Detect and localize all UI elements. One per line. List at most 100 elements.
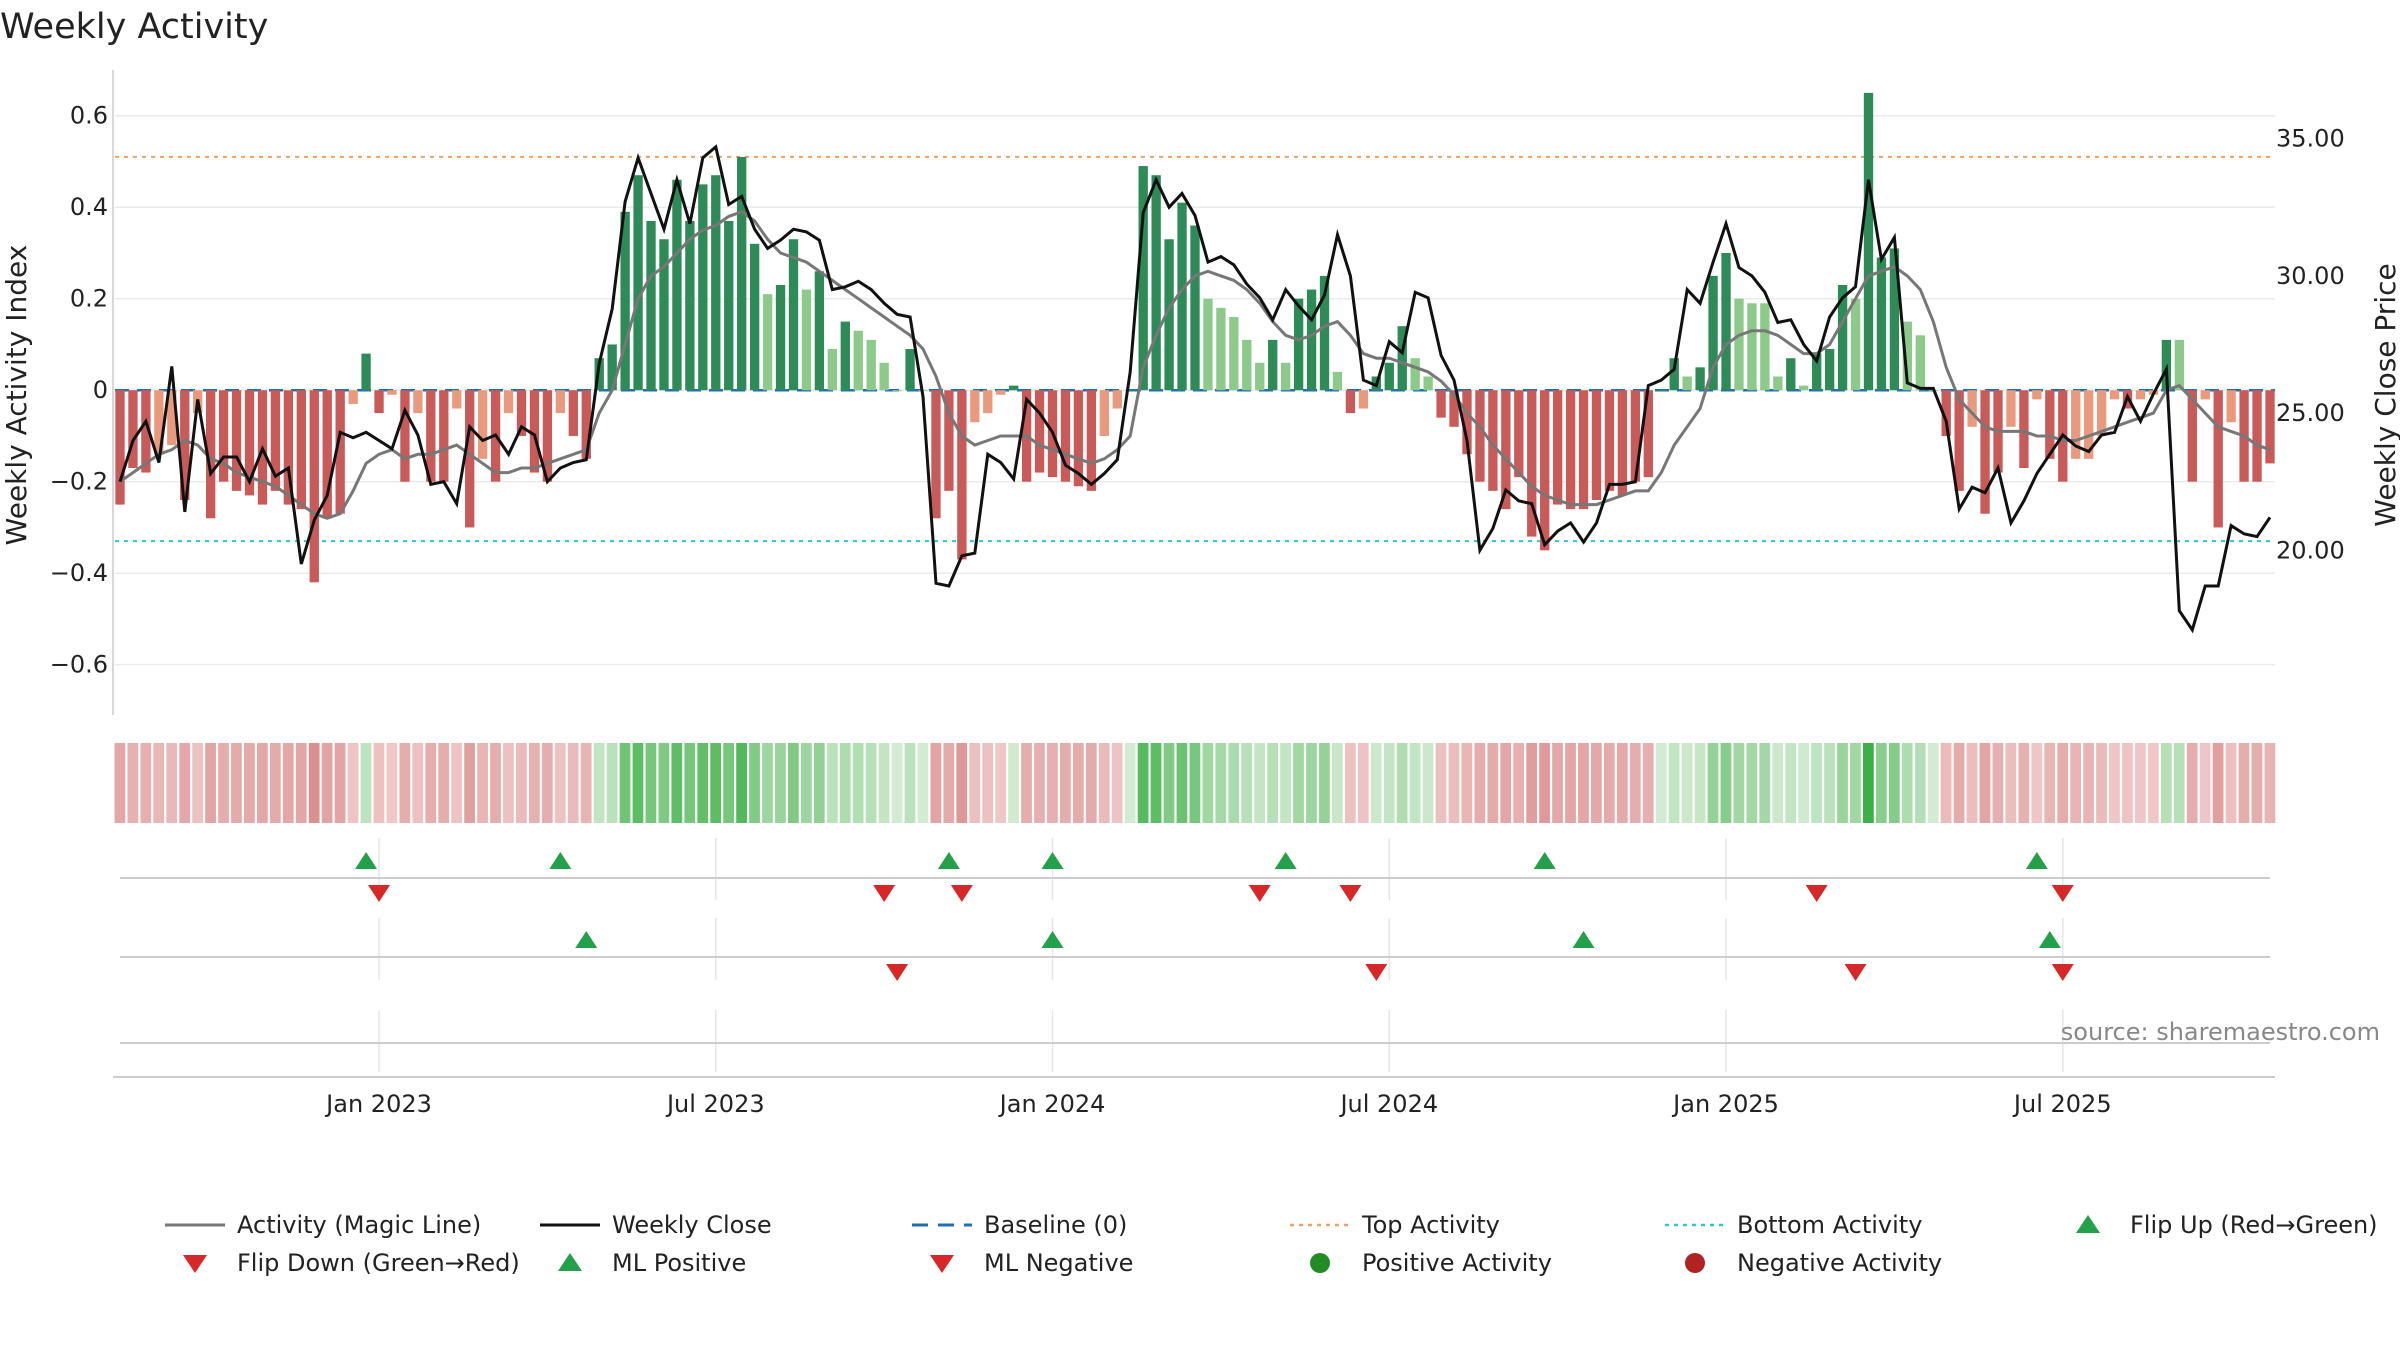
legend-swatch-tri-down xyxy=(183,1255,207,1273)
strip-cell xyxy=(2018,743,2030,823)
strip-cell xyxy=(2160,743,2172,823)
strip-cell xyxy=(1746,743,1758,823)
activity-bar xyxy=(180,390,190,500)
strip-cell xyxy=(334,743,346,823)
strip-cell xyxy=(852,743,864,823)
x-tick-label: Jan 2025 xyxy=(1671,1090,1779,1118)
strip-cell xyxy=(1254,743,1266,823)
activity-bar xyxy=(672,179,682,391)
flip-up-marker xyxy=(1041,852,1064,869)
strip-cell xyxy=(2264,743,2276,823)
strip-cell xyxy=(321,743,333,823)
flip-up-marker xyxy=(1533,852,1556,869)
activity-bar xyxy=(905,349,915,391)
strip-cell xyxy=(710,743,722,823)
activity-bar xyxy=(1708,275,1718,391)
strip-cell xyxy=(1966,743,1978,823)
activity-bar xyxy=(387,390,397,395)
activity-bar xyxy=(1552,390,1563,505)
strip-cell xyxy=(2238,743,2250,823)
activity-bar xyxy=(1514,390,1524,478)
activity-bar xyxy=(970,390,980,423)
strip-cell xyxy=(114,743,126,823)
strip-cell xyxy=(917,743,929,823)
activity-bar xyxy=(724,220,734,391)
activity-bar xyxy=(1876,257,1887,391)
strip-cell xyxy=(1422,743,1434,823)
strip-cell xyxy=(1979,743,1991,823)
flip-down-marker xyxy=(950,885,973,902)
legend: Activity (Magic Line) Weekly Close Baselin… xyxy=(165,1211,2378,1277)
strip-cell xyxy=(749,743,760,823)
activity-bar xyxy=(1501,390,1511,510)
activity-bar xyxy=(931,390,941,519)
activity-bar xyxy=(2019,390,2029,468)
strip-cell xyxy=(969,743,981,823)
strip-cell xyxy=(1176,743,1188,823)
y-left-tick-label: 0 xyxy=(93,376,108,404)
activity-bar xyxy=(711,175,721,391)
flip-up-marker xyxy=(1274,852,1297,869)
activity-strip xyxy=(114,743,2276,823)
activity-bar xyxy=(244,390,255,496)
activity-bar xyxy=(2213,390,2223,528)
activity-bar xyxy=(996,390,1006,395)
strip-cell xyxy=(1888,743,1900,823)
strip-cell xyxy=(865,743,877,823)
flip-down-marker xyxy=(1805,885,1828,902)
ml-positive-marker xyxy=(1572,931,1595,948)
activity-bar xyxy=(529,390,540,473)
strip-cell xyxy=(2044,743,2056,823)
legend-swatch-tri-up xyxy=(2076,1215,2100,1233)
y-right-tick-label: 25.00 xyxy=(2276,399,2345,427)
activity-bar xyxy=(2161,339,2172,391)
activity-bar xyxy=(1436,390,1446,418)
legend-label: Flip Up (Red→Green) xyxy=(2130,1211,2378,1239)
activity-bar xyxy=(1682,376,1692,391)
strip-cell xyxy=(1603,743,1615,823)
strip-cell xyxy=(1526,743,1538,823)
activity-bar xyxy=(218,390,229,482)
flip-down-marker xyxy=(368,885,391,902)
y-axis-left-label: Weekly Activity Index xyxy=(0,245,33,546)
activity-bar xyxy=(866,339,876,391)
x-axis: Jan 2023 Jul 2023 Jan 2024 Jul 2024 Jan 2025… xyxy=(113,1076,2275,1118)
activity-bar xyxy=(1125,390,1135,392)
strip-cell xyxy=(1798,743,1810,823)
activity-bar xyxy=(167,390,177,446)
activity-bar xyxy=(477,390,488,459)
strip-cell xyxy=(2083,743,2094,823)
strip-cell xyxy=(619,743,631,823)
strip-cell xyxy=(166,743,178,823)
strip-cell xyxy=(218,743,229,823)
activity-bar xyxy=(542,390,553,482)
strip-cell xyxy=(1850,743,1861,823)
strip-cell xyxy=(373,743,385,823)
activity-bar xyxy=(1034,390,1045,473)
strip-cell xyxy=(205,743,216,823)
strip-cell xyxy=(982,743,994,823)
activity-bar xyxy=(115,390,125,505)
activity-bar xyxy=(1656,390,1666,392)
strip-cell xyxy=(140,743,152,823)
strip-cell xyxy=(1370,743,1382,823)
activity-bar xyxy=(1980,390,1990,514)
strip-cell xyxy=(593,743,605,823)
strip-cell xyxy=(295,743,307,823)
activity-bar xyxy=(646,220,656,391)
activity-bar xyxy=(1812,353,1822,391)
y-right-tick-label: 30.00 xyxy=(2276,262,2345,290)
activity-bar xyxy=(762,294,773,391)
activity-bar xyxy=(801,289,812,391)
strip-cell xyxy=(671,743,683,823)
strip-cell xyxy=(1098,743,1110,823)
activity-bar xyxy=(361,353,371,391)
activity-bar xyxy=(1889,248,1900,391)
activity-bar xyxy=(853,330,863,391)
source-label: source: sharemaestro.com xyxy=(2061,1018,2380,1046)
activity-bar xyxy=(1293,298,1304,391)
activity-bar xyxy=(1565,390,1576,510)
legend-label: Bottom Activity xyxy=(1737,1211,1922,1239)
strip-cell xyxy=(1953,743,1965,823)
strip-cell xyxy=(2070,743,2081,823)
